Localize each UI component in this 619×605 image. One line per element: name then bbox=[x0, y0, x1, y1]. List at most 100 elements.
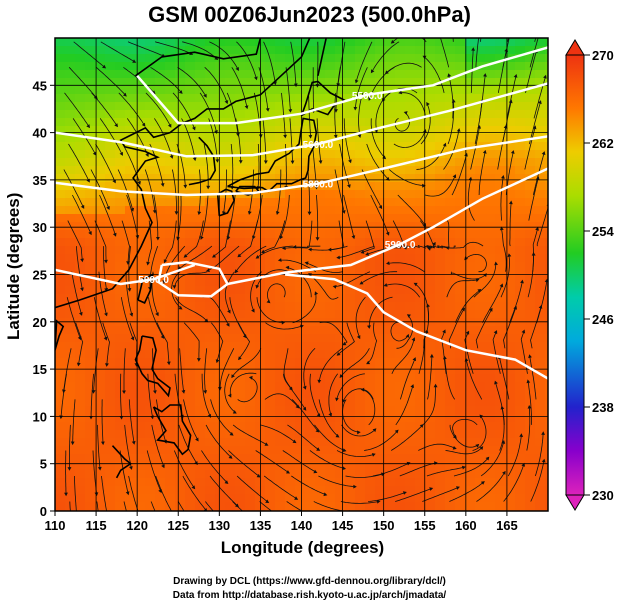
streamline bbox=[285, 67, 291, 111]
streamline bbox=[173, 450, 195, 488]
streamline bbox=[223, 169, 228, 214]
streamline bbox=[232, 348, 262, 377]
x-tick-label: 150 bbox=[373, 518, 395, 533]
streamline-arrow bbox=[308, 247, 312, 252]
streamline-arrow bbox=[480, 481, 485, 485]
streamline bbox=[387, 262, 425, 273]
streamline-arrow bbox=[485, 456, 490, 461]
streamline-arrow bbox=[475, 443, 480, 448]
streamline-arrow bbox=[429, 353, 434, 358]
streamline-arrow bbox=[526, 379, 531, 384]
streamline-arrow bbox=[528, 354, 532, 359]
streamline bbox=[507, 435, 522, 477]
streamline-arrow bbox=[520, 279, 524, 284]
streamline-arrow bbox=[129, 312, 134, 317]
streamline bbox=[318, 399, 339, 437]
streamline-arrow bbox=[290, 160, 295, 165]
streamline-arrow bbox=[360, 387, 365, 392]
streamline bbox=[529, 356, 537, 400]
x-tick-label: 155 bbox=[414, 518, 436, 533]
streamline-arrow bbox=[410, 384, 414, 388]
streamline-arrow bbox=[89, 416, 93, 420]
streamline bbox=[500, 177, 504, 221]
streamline bbox=[328, 373, 339, 415]
coastline bbox=[134, 335, 171, 398]
streamline bbox=[393, 130, 426, 148]
streamline bbox=[501, 228, 507, 272]
x-tick-label: 130 bbox=[208, 518, 230, 533]
streamline-arrow bbox=[137, 181, 141, 185]
streamline-arrow bbox=[479, 446, 484, 450]
streamline bbox=[95, 143, 116, 182]
streamline bbox=[386, 62, 422, 74]
streamline bbox=[175, 297, 208, 322]
streamline-arrow bbox=[129, 466, 133, 470]
streamline-arrow bbox=[238, 160, 243, 164]
streamline-arrow bbox=[477, 289, 482, 293]
streamline bbox=[262, 118, 267, 162]
streamline bbox=[446, 279, 478, 298]
streamline-arrow bbox=[499, 226, 504, 231]
streamline bbox=[358, 92, 364, 136]
streamline-arrow bbox=[160, 183, 165, 187]
streamline bbox=[307, 169, 311, 214]
coastline bbox=[300, 80, 347, 117]
streamline bbox=[420, 103, 431, 145]
streamline-arrow bbox=[365, 252, 370, 256]
streamline bbox=[76, 246, 83, 290]
streamline bbox=[208, 118, 218, 161]
streamline bbox=[73, 41, 105, 68]
streamline bbox=[209, 41, 239, 70]
streamline bbox=[534, 38, 537, 42]
streamline bbox=[124, 424, 132, 468]
streamline bbox=[176, 143, 186, 187]
streamline-arrow bbox=[300, 324, 304, 329]
streamline-arrow bbox=[217, 386, 222, 391]
streamline bbox=[291, 399, 319, 432]
streamline-arrow bbox=[79, 311, 83, 316]
streamline bbox=[201, 373, 211, 417]
streamline bbox=[362, 389, 376, 426]
streamline bbox=[292, 293, 317, 324]
contour-label: 5600.0 bbox=[303, 140, 334, 151]
colorbar bbox=[565, 39, 585, 511]
streamline bbox=[177, 66, 207, 97]
streamline-arrow bbox=[502, 470, 506, 475]
streamline-arrow bbox=[367, 325, 371, 329]
streamline bbox=[416, 144, 446, 170]
streamline bbox=[400, 358, 416, 400]
streamline-arrow bbox=[394, 429, 399, 434]
x-tick-label: 125 bbox=[167, 518, 189, 533]
streamline bbox=[250, 271, 262, 311]
colorbar-ticks: 230 238 246 254 262 270 bbox=[584, 48, 614, 503]
streamline-arrow bbox=[302, 406, 307, 411]
streamline bbox=[280, 194, 290, 238]
streamline-arrow bbox=[508, 28, 512, 32]
streamline-arrow bbox=[214, 56, 219, 60]
streamline-arrow bbox=[285, 265, 290, 270]
colorbar-tick-label: 270 bbox=[592, 48, 614, 63]
colorbar-tick-label: 238 bbox=[592, 400, 614, 415]
streamline-arrow bbox=[80, 287, 84, 292]
streamline bbox=[121, 297, 134, 339]
streamline-arrow bbox=[266, 299, 271, 304]
streamline bbox=[451, 154, 467, 196]
streamline bbox=[256, 245, 294, 258]
streamline-arrow bbox=[227, 309, 231, 314]
streamline-arrow bbox=[244, 105, 249, 110]
streamline bbox=[126, 194, 139, 237]
streamline bbox=[102, 322, 110, 365]
streamline-arrow bbox=[254, 76, 258, 81]
streamline bbox=[528, 178, 539, 221]
streamline bbox=[337, 245, 375, 258]
streamline-arrow bbox=[342, 466, 346, 471]
streamline-arrow bbox=[342, 341, 347, 346]
streamline bbox=[75, 322, 84, 365]
streamline-arrow bbox=[251, 308, 255, 313]
streamline-arrow bbox=[145, 153, 149, 157]
credit-data-source: Data from http://database.rish.kyoto-u.a… bbox=[172, 590, 447, 601]
streamline-arrow bbox=[215, 359, 220, 364]
streamline bbox=[368, 492, 406, 502]
streamline bbox=[257, 143, 260, 188]
streamline-arrow bbox=[456, 486, 460, 490]
